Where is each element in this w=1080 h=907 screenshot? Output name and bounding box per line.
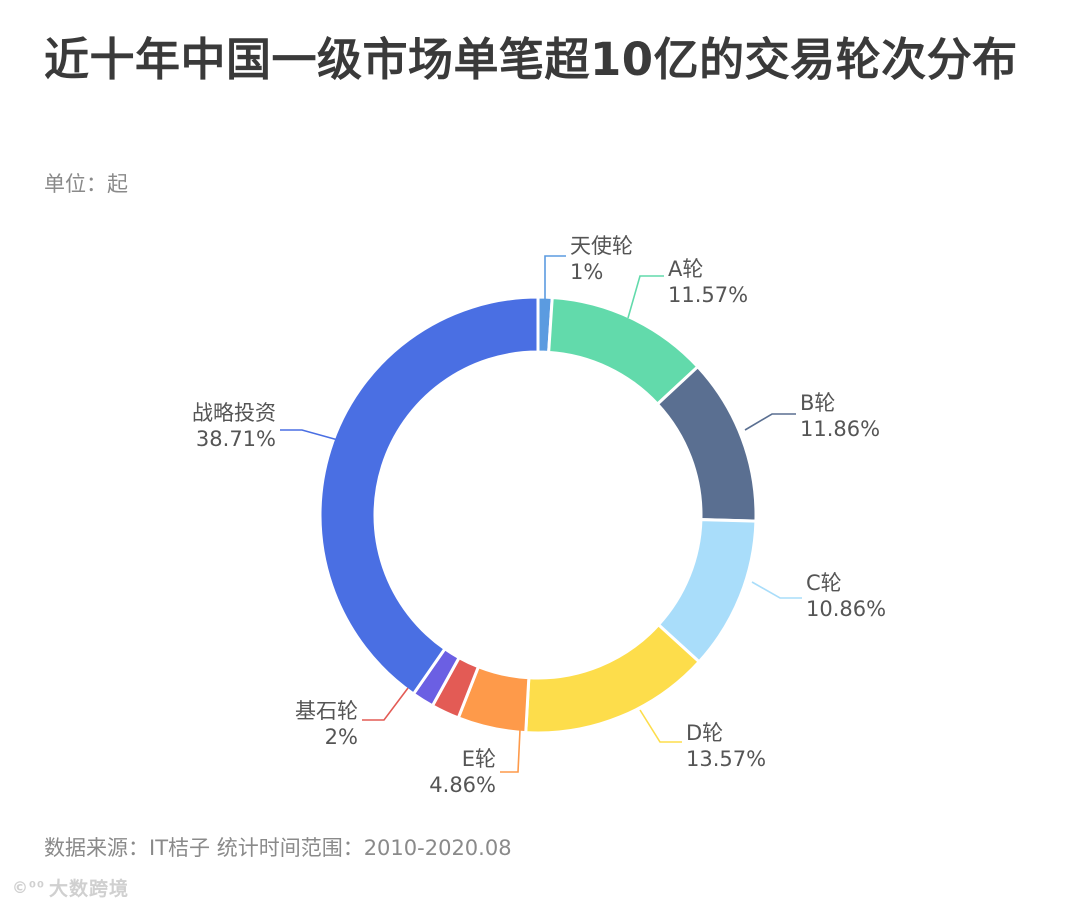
- chart-title: 近十年中国一级市场单笔超10亿的交易轮次分布: [44, 33, 1018, 86]
- leader-line-C轮: [751, 581, 802, 599]
- slice-name-label: E轮: [462, 747, 496, 771]
- slice-战略投资: [318, 295, 540, 697]
- leader-lines: [280, 255, 802, 773]
- slice-B轮: [655, 364, 758, 523]
- slice-value-label: 13.57%: [686, 747, 766, 771]
- data-source: 数据来源：IT桔子 统计时间范围：2010-2020.08: [44, 836, 512, 860]
- slice-value-label: 1%: [570, 260, 603, 284]
- slice-value-label: 2%: [325, 725, 358, 749]
- donut-slices: [318, 295, 758, 735]
- leader-line-天使轮: [544, 255, 566, 300]
- leader-line-A轮: [627, 275, 664, 319]
- slice-name-label: A轮: [668, 257, 703, 281]
- watermark-text: 大数跨境: [49, 878, 130, 900]
- slice-D轮: [524, 622, 702, 735]
- leader-line-基石轮: [362, 687, 409, 721]
- slice-value-label: 4.86%: [429, 773, 496, 797]
- slice-value-label: 38.71%: [196, 427, 276, 451]
- leader-line-战略投资: [280, 429, 339, 441]
- slice-name-label: C轮: [806, 571, 842, 595]
- leader-line-B轮: [744, 413, 796, 431]
- unit-label: 单位：起: [44, 172, 128, 196]
- watermark: ©⁰⁰ 大数跨境: [12, 874, 129, 901]
- slice-name-label: 天使轮: [570, 234, 633, 258]
- slice-name-label: B轮: [800, 391, 835, 415]
- logo-icon: ©⁰⁰: [12, 878, 46, 897]
- slice-value-label: 11.86%: [800, 417, 880, 441]
- slice-name-label: D轮: [686, 721, 723, 745]
- leader-line-E轮: [500, 729, 521, 773]
- leader-line-D轮: [639, 709, 682, 743]
- slice-value-label: 11.57%: [668, 283, 748, 307]
- slice-name-label: 战略投资: [192, 401, 276, 425]
- slice-value-label: 10.86%: [806, 597, 886, 621]
- slice-name-label: 基石轮: [295, 699, 358, 723]
